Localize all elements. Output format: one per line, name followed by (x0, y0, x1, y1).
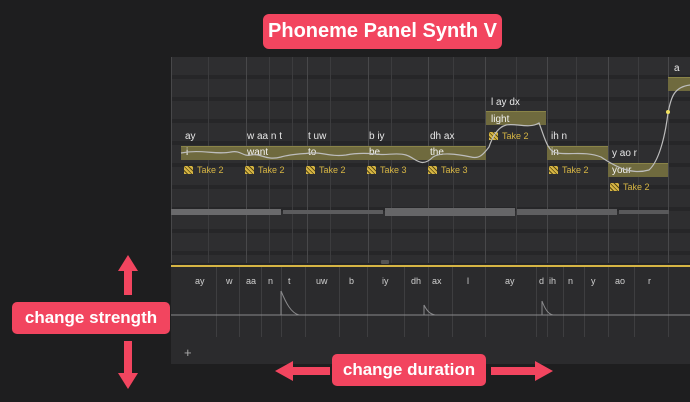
phoneme-lane[interactable]: ay w aa n t uw b iy dh ax l ay d ih n y … (171, 267, 690, 364)
grid-line (485, 57, 486, 263)
grid-line (292, 57, 293, 263)
grid-line (246, 57, 247, 263)
note-area[interactable]: ay i Take 2 w aa n t want Take 2 t uw to… (171, 57, 690, 264)
grid-line (547, 57, 548, 263)
phoneme-boundary[interactable] (261, 267, 262, 337)
grid-line (171, 57, 172, 263)
clapperboard-icon (610, 183, 619, 191)
phoneme-boundary[interactable] (668, 267, 669, 337)
phoneme-boundary[interactable] (367, 267, 368, 337)
clapperboard-icon (428, 166, 437, 174)
change-duration-label: change duration (332, 354, 486, 386)
horizontal-arrow-icon (275, 361, 553, 381)
phoneme-boundary[interactable] (634, 267, 635, 337)
grid-line (668, 57, 669, 263)
grid-line (368, 57, 369, 263)
phoneme-boundary[interactable] (216, 267, 217, 337)
piano-roll-editor[interactable]: ay i Take 2 w aa n t want Take 2 t uw to… (171, 57, 690, 364)
clapperboard-icon (306, 166, 315, 174)
page-title: Phoneme Panel Synth V 2 (263, 14, 502, 77)
phoneme-label[interactable]: ih (549, 276, 557, 286)
waveform (171, 208, 669, 216)
phoneme-boundary[interactable] (608, 267, 609, 337)
phoneme-label[interactable]: uw (316, 276, 328, 286)
phoneme-label[interactable]: ao (615, 276, 626, 286)
phoneme-label[interactable]: b (349, 276, 355, 286)
lane-divider[interactable] (171, 265, 690, 267)
plus-icon[interactable]: + (184, 345, 192, 360)
phoneme-label[interactable]: dh (411, 276, 422, 286)
phoneme-label[interactable]: iy (382, 276, 389, 286)
phoneme-boundary[interactable] (584, 267, 585, 337)
phoneme-boundary[interactable] (305, 267, 306, 337)
phoneme-label[interactable]: ay (195, 276, 205, 286)
phoneme-boundary[interactable] (485, 267, 486, 337)
phoneme-label[interactable]: aa (246, 276, 257, 286)
phoneme-label[interactable]: n (268, 276, 274, 286)
phoneme-boundary[interactable] (452, 267, 453, 337)
phoneme-boundary[interactable] (239, 267, 240, 337)
grid-line (208, 57, 209, 263)
grid-line (608, 57, 609, 263)
grid-line (576, 57, 577, 263)
clapperboard-icon (245, 166, 254, 174)
clapperboard-icon (367, 166, 376, 174)
strength-envelope[interactable] (171, 267, 690, 347)
change-strength-label: change strength (12, 302, 170, 334)
grid-line (453, 57, 454, 263)
grid-line (516, 57, 517, 263)
phoneme-boundary[interactable] (563, 267, 564, 337)
phoneme-boundary[interactable] (404, 267, 405, 337)
phoneme-label[interactable]: d (539, 276, 545, 286)
pitch-curve[interactable] (171, 57, 690, 263)
phoneme-boundary[interactable] (339, 267, 340, 337)
phoneme-label[interactable]: n (568, 276, 574, 286)
phoneme-label[interactable]: l (467, 276, 469, 286)
timeline-marker[interactable] (381, 260, 389, 264)
clapperboard-icon (184, 166, 193, 174)
phoneme-label[interactable]: r (648, 276, 651, 286)
phoneme-boundary[interactable] (428, 267, 429, 337)
phoneme-label[interactable]: t (288, 276, 291, 286)
grid-line (391, 57, 392, 263)
grid-line (269, 57, 270, 263)
clapperboard-icon (549, 166, 558, 174)
grid-line (638, 57, 639, 263)
grid-line (307, 57, 308, 263)
vertical-arrow-icon (118, 255, 138, 389)
phoneme-label[interactable]: y (591, 276, 596, 286)
phoneme-label[interactable]: ax (432, 276, 442, 286)
grid-line (330, 57, 331, 263)
phoneme-label[interactable]: w (226, 276, 233, 286)
phoneme-boundary[interactable] (536, 267, 537, 337)
phoneme-label[interactable]: ay (505, 276, 515, 286)
phoneme-boundary[interactable] (547, 267, 548, 337)
